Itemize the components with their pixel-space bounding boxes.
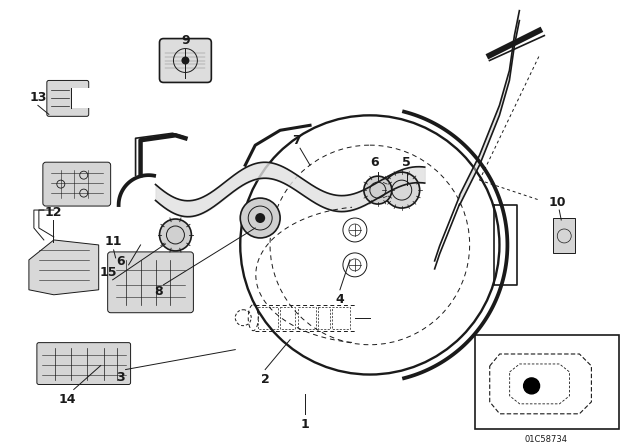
FancyBboxPatch shape [37, 343, 131, 384]
Polygon shape [29, 240, 99, 295]
FancyBboxPatch shape [43, 162, 111, 206]
Polygon shape [460, 11, 520, 205]
Circle shape [240, 198, 280, 238]
Circle shape [524, 378, 540, 394]
Text: 4: 4 [335, 293, 344, 306]
Bar [553, 218, 575, 253]
Bar [474, 335, 619, 429]
Text: 15: 15 [100, 267, 117, 280]
Text: 6: 6 [116, 255, 125, 268]
Text: 10: 10 [548, 196, 566, 209]
Bar [298, 307, 316, 329]
Text: 12: 12 [44, 206, 61, 219]
Bar [258, 307, 278, 329]
Circle shape [364, 176, 392, 204]
Bar [332, 307, 350, 329]
Circle shape [384, 172, 420, 208]
Text: 2: 2 [260, 373, 269, 386]
Circle shape [255, 213, 265, 223]
Text: 14: 14 [59, 393, 77, 406]
Text: 6: 6 [371, 156, 379, 169]
Text: 7: 7 [292, 134, 300, 147]
FancyBboxPatch shape [108, 252, 193, 313]
Bar [71, 88, 91, 108]
Circle shape [181, 56, 189, 65]
Text: 13: 13 [29, 91, 47, 104]
Text: 8: 8 [154, 285, 163, 298]
FancyBboxPatch shape [47, 81, 89, 116]
Text: 1: 1 [301, 418, 309, 431]
Bar [280, 307, 295, 329]
Circle shape [159, 219, 191, 251]
Text: 01C58734: 01C58734 [525, 435, 568, 444]
Text: 5: 5 [403, 156, 411, 169]
FancyBboxPatch shape [159, 39, 211, 82]
Text: 9: 9 [181, 34, 189, 47]
Text: 3: 3 [116, 371, 125, 384]
Bar [318, 307, 330, 329]
Text: 11: 11 [105, 236, 122, 249]
